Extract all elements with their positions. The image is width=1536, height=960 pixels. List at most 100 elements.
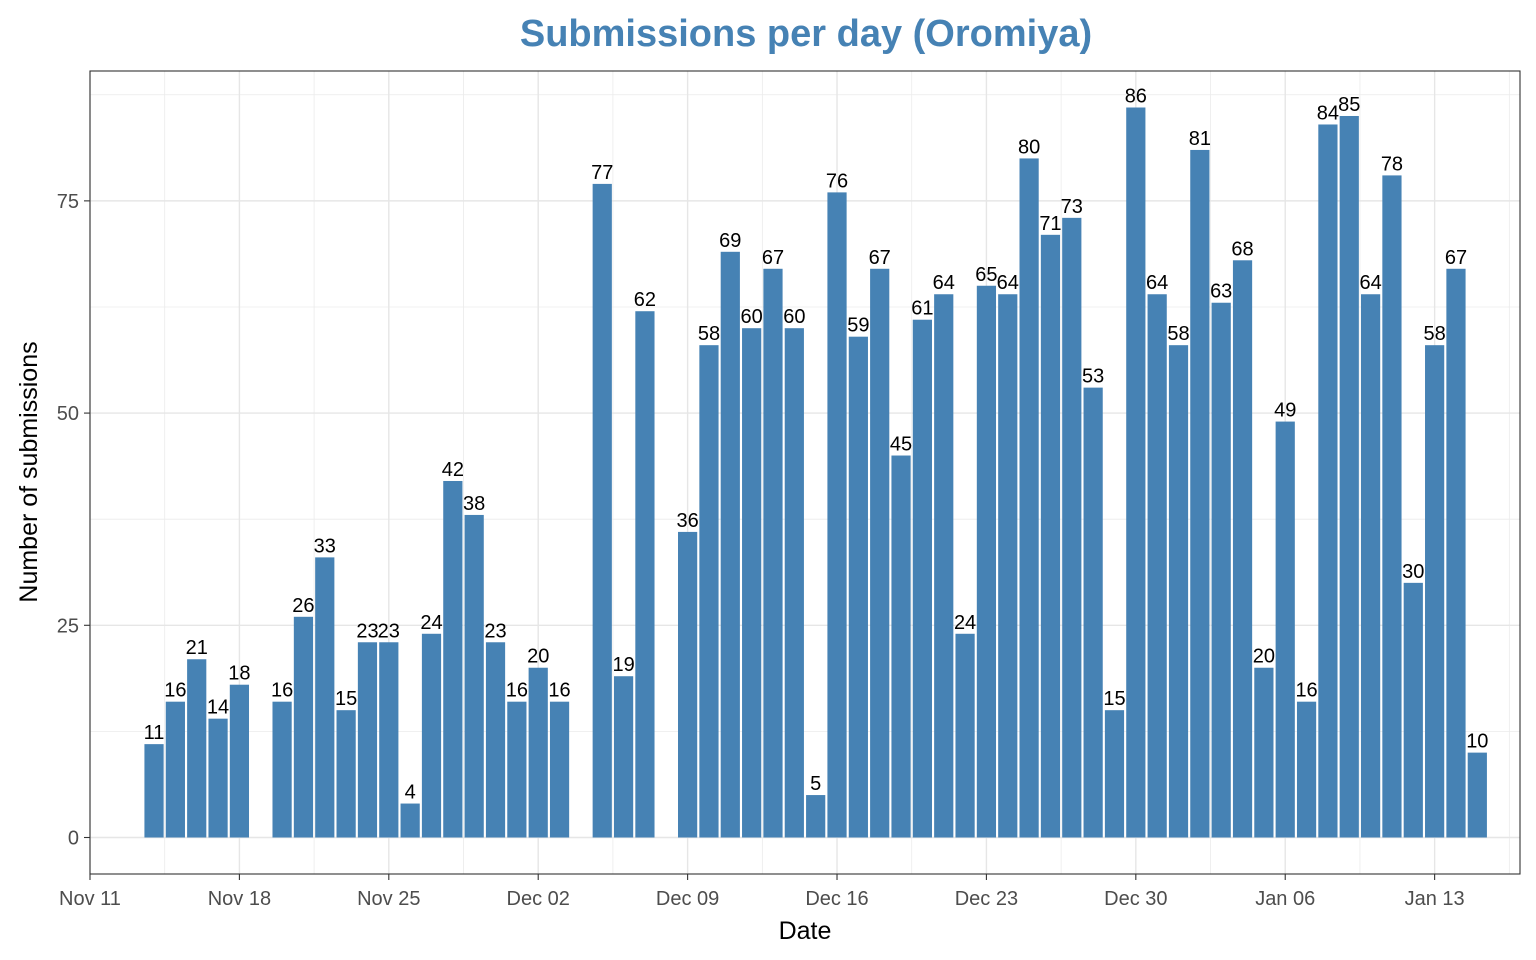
- bar: [1318, 124, 1338, 838]
- bar-value-label: 42: [442, 459, 464, 481]
- x-axis-title: Date: [779, 917, 832, 945]
- bar-value-label: 16: [164, 680, 186, 702]
- bar-value-label: 5: [810, 773, 821, 795]
- bar: [443, 480, 463, 838]
- bar-value-label: 78: [1381, 153, 1403, 175]
- x-tick-label: Dec 02: [507, 888, 570, 910]
- bar-value-label: 16: [548, 680, 570, 702]
- bar-value-label: 73: [1061, 196, 1083, 218]
- bar-value-label: 67: [762, 247, 784, 269]
- bar: [1339, 115, 1359, 838]
- bar: [507, 701, 527, 838]
- bar-value-label: 77: [591, 162, 613, 184]
- y-tick-label: 50: [57, 403, 79, 425]
- x-tick-label: Jan 06: [1255, 888, 1315, 910]
- bar-value-label: 60: [741, 306, 763, 328]
- bar: [1211, 302, 1231, 838]
- bar-value-label: 30: [1402, 561, 1424, 583]
- bar: [1040, 234, 1061, 838]
- bar: [464, 514, 484, 838]
- bar-value-label: 20: [1253, 646, 1275, 668]
- bar: [293, 616, 314, 838]
- bar: [1062, 217, 1082, 838]
- bar-value-label: 62: [634, 289, 656, 311]
- bar-value-label: 53: [1082, 366, 1104, 388]
- bar: [1190, 149, 1210, 838]
- bar: [827, 192, 847, 838]
- bar: [1232, 260, 1253, 838]
- bar-value-label: 16: [1295, 680, 1317, 702]
- bar-value-label: 65: [975, 264, 997, 286]
- x-tick-label: Nov 25: [357, 888, 420, 910]
- bar: [635, 311, 655, 838]
- bar-value-label: 23: [356, 620, 378, 642]
- x-tick-label: Dec 09: [656, 888, 719, 910]
- x-tick-label: Jan 13: [1405, 888, 1465, 910]
- y-tick-label: 0: [68, 828, 79, 850]
- bar: [1126, 107, 1146, 838]
- x-tick-label: Nov 18: [208, 888, 271, 910]
- bar-value-label: 68: [1231, 238, 1253, 260]
- plot-panel-border: [89, 70, 1521, 875]
- bar-value-label: 58: [1167, 323, 1189, 345]
- bar: [912, 319, 932, 838]
- bar: [357, 642, 378, 838]
- bar-value-label: 20: [527, 646, 549, 668]
- bar-value-label: 64: [1146, 272, 1168, 294]
- bar-value-label: 85: [1338, 94, 1360, 116]
- bar-value-label: 15: [1103, 688, 1125, 710]
- bar: [1382, 175, 1402, 838]
- bar-value-label: 36: [676, 510, 698, 532]
- chart-title: Submissions per day (Oromiya): [520, 13, 1092, 55]
- bar: [272, 701, 292, 838]
- bar-value-label: 18: [228, 663, 250, 685]
- y-axis: 0 25 50 75: [57, 191, 90, 850]
- bar: [763, 268, 783, 838]
- bar-value-label: 26: [292, 595, 314, 617]
- bar: [208, 718, 228, 838]
- bar: [699, 345, 719, 838]
- bar: [379, 642, 399, 838]
- bars: [144, 107, 1487, 838]
- bar: [229, 684, 250, 838]
- bar: [891, 455, 911, 838]
- y-tick-label: 25: [57, 615, 79, 637]
- bar-value-label: 64: [997, 272, 1019, 294]
- bar-value-label: 63: [1210, 281, 1232, 303]
- bar-value-label: 24: [954, 612, 976, 634]
- bar-value-label: 71: [1039, 213, 1061, 235]
- bar: [315, 557, 335, 838]
- bar: [1403, 582, 1423, 838]
- bar: [421, 633, 442, 838]
- bar: [848, 336, 868, 838]
- bar: [742, 328, 762, 838]
- bar-value-label: 61: [911, 298, 933, 320]
- x-axis: Nov 11 Nov 18 Nov 25 Dec 02 Dec 09 Dec 16 Dec …: [59, 874, 1465, 910]
- bar: [1275, 421, 1295, 838]
- bar: [955, 633, 975, 838]
- x-tick-label: Nov 11: [59, 888, 121, 910]
- bar-value-label: 60: [783, 306, 805, 328]
- bar-value-label: 45: [890, 434, 912, 456]
- bar: [1360, 294, 1381, 838]
- x-tick-label: Dec 30: [1104, 888, 1167, 910]
- bar-value-label: 67: [869, 247, 891, 269]
- bar-value-label: 58: [1424, 323, 1446, 345]
- bar: [934, 294, 954, 838]
- bar: [1168, 345, 1189, 838]
- bar-value-label: 23: [484, 620, 506, 642]
- bar: [336, 710, 356, 838]
- bar-value-label: 86: [1125, 86, 1147, 108]
- bar-value-label: 38: [463, 493, 485, 515]
- x-tick-label: Dec 23: [955, 888, 1018, 910]
- bar: [1104, 710, 1125, 838]
- bar-value-label: 15: [335, 688, 357, 710]
- bar: [187, 659, 207, 838]
- bar-value-label: 14: [207, 697, 229, 719]
- bar: [720, 251, 740, 838]
- bar: [1296, 701, 1317, 838]
- bar-value-label: 23: [378, 620, 400, 642]
- bar: [400, 803, 420, 838]
- bar: [1446, 268, 1466, 838]
- y-tick-label: 75: [57, 191, 79, 213]
